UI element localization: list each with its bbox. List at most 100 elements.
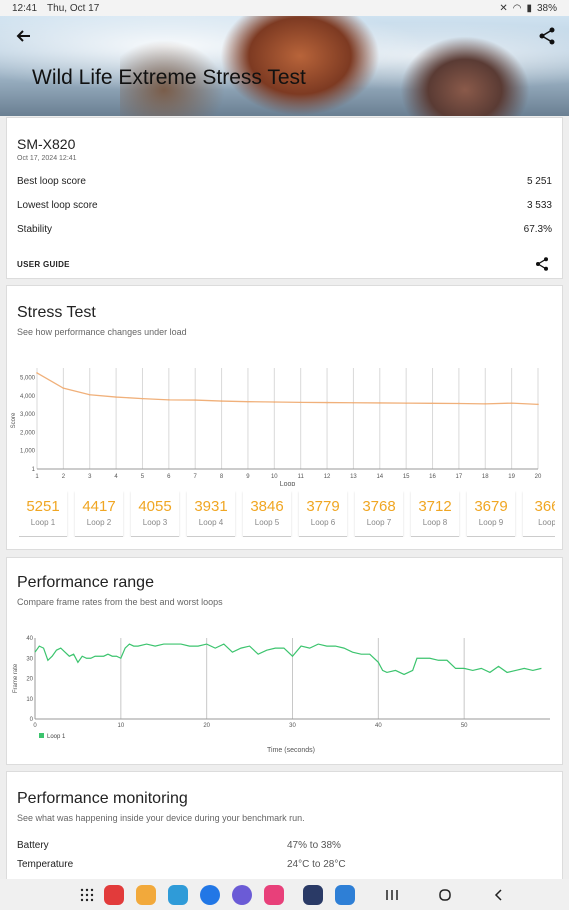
messages-app-icon[interactable]	[200, 885, 220, 905]
stat-value: 3 533	[526, 200, 552, 211]
loop-score-strip[interactable]: 5251 Loop 1 4417 Loop 2 4055 Loop 3 3931 Loo…	[19, 491, 555, 537]
loop-label: Loop 7	[366, 518, 392, 527]
stat-row-best: Best loop score 5 251	[17, 176, 552, 187]
monitor-row-temperature: Temperature 24°C to 28°C	[17, 859, 557, 870]
loop-card[interactable]: 5251 Loop 1	[19, 491, 67, 537]
run-date: Oct 17, 2024 12:41	[17, 155, 77, 162]
camera-app-icon[interactable]	[264, 885, 284, 905]
stress-score-chart: 1 2 3 4 5 6 7 8 9 10 11 12 13 14 15 16 17 18 19 2011,0002,0…	[11, 368, 542, 486]
x-tick-label: 20	[203, 723, 210, 729]
x-tick-label: 13	[350, 474, 357, 480]
home-icon[interactable]	[436, 886, 454, 904]
x-tick-label: 2	[62, 474, 66, 480]
monitor-label: Battery	[17, 840, 49, 851]
hero-art-left	[120, 36, 230, 116]
score-point	[352, 401, 355, 404]
recent-apps-icon[interactable]	[383, 886, 401, 904]
x-tick-label: 20	[535, 474, 542, 480]
section-title: Performance range	[17, 574, 154, 591]
stress-test-card: Stress Test See how performance changes …	[6, 285, 563, 550]
score-point	[299, 401, 302, 404]
x-tick-label: 5	[141, 474, 145, 480]
performance-range-card: Performance range Compare frame rates fr…	[6, 557, 563, 765]
device-model: SM-X820	[17, 136, 76, 152]
loop-label: Loop 1	[30, 518, 56, 527]
y-tick-label: 0	[30, 717, 34, 723]
internet-app-icon[interactable]	[232, 885, 252, 905]
benchmark-app-icon[interactable]	[335, 885, 355, 905]
y-tick-label: 1,000	[20, 449, 36, 455]
loop-score: 366	[534, 498, 555, 515]
loop-score: 3679	[474, 498, 508, 515]
score-point	[168, 399, 170, 401]
y-tick-label: 1	[32, 467, 36, 473]
monitor-value: 24°C to 28°C	[287, 859, 346, 870]
score-point	[115, 396, 117, 398]
x-tick-label: 12	[324, 474, 331, 480]
snowflake-app-icon[interactable]	[303, 885, 323, 905]
battery-icon: ▮	[526, 2, 532, 14]
loop-card[interactable]: 3679 Loop 9	[467, 491, 515, 537]
y-axis-label: Frame rate	[13, 663, 19, 693]
x-tick-label: 11	[298, 474, 305, 480]
y-tick-label: 30	[26, 656, 33, 662]
x-axis-label: Loop	[280, 481, 296, 486]
section-subtitle: See how performance changes under load	[17, 327, 187, 337]
flipboard-app-icon[interactable]	[104, 885, 124, 905]
loop-label: Loop 8	[422, 518, 448, 527]
page-title: Wild Life Extreme Stress Test	[32, 66, 306, 89]
frame-rate-chart: 0 10 20 30 40 50 0 10 20 30 40 Frame rate Time (seco…	[13, 636, 550, 754]
loop-score: 4417	[82, 498, 116, 515]
monitor-row-battery: Battery 47% to 38%	[17, 840, 557, 851]
x-tick-label: 1	[35, 474, 39, 480]
back-arrow-icon[interactable]	[14, 26, 34, 46]
loop-card[interactable]: 3768 Loop 7	[355, 491, 403, 537]
performance-monitoring-card: Performance monitoring See what was happ…	[6, 771, 563, 881]
y-tick-label: 2,000	[20, 430, 36, 436]
x-tick-label: 10	[271, 474, 278, 480]
hero-art-right	[400, 36, 530, 116]
system-taskbar	[0, 879, 569, 910]
y-tick-label: 5,000	[20, 375, 36, 381]
stat-label: Best loop score	[17, 176, 86, 187]
score-point	[431, 402, 434, 405]
score-point	[36, 372, 38, 374]
status-time: 12:41	[12, 2, 38, 14]
stat-value: 5 251	[526, 176, 552, 187]
y-tick-label: 10	[26, 697, 33, 703]
x-axis-label: Time (seconds)	[267, 747, 315, 754]
x-tick-label: 0	[33, 723, 37, 729]
monitor-value: 47% to 38%	[287, 840, 341, 851]
back-nav-icon[interactable]	[490, 886, 508, 904]
loop-label: Loop 2	[86, 518, 112, 527]
share-icon[interactable]	[537, 26, 557, 46]
x-tick-label: 19	[508, 474, 515, 480]
loop-score: 3931	[194, 498, 228, 515]
x-tick-label: 50	[461, 723, 468, 729]
legend-swatch	[39, 733, 44, 738]
user-guide-link[interactable]: USER GUIDE	[17, 260, 70, 269]
section-subtitle: See what was happening inside your devic…	[17, 813, 305, 823]
score-point	[510, 402, 513, 404]
loop-card[interactable]: 3846 Loop 5	[243, 491, 291, 537]
hero-banner: Wild Life Extreme Stress Test	[0, 16, 569, 116]
y-tick-label: 20	[26, 677, 33, 683]
score-point	[62, 387, 65, 389]
loop-card[interactable]: 3779 Loop 6	[299, 491, 347, 537]
loop-card[interactable]: 4417 Loop 2	[75, 491, 123, 537]
score-point	[458, 402, 460, 405]
loop-card[interactable]: 366 Loop	[523, 491, 555, 537]
frame-rate-line	[34, 643, 542, 676]
share-icon[interactable]	[534, 256, 550, 272]
score-point	[273, 401, 276, 403]
section-subtitle: Compare frame rates from the best and wo…	[17, 597, 223, 607]
loop-card[interactable]: 3931 Loop 4	[187, 491, 235, 537]
files-app-icon[interactable]	[136, 885, 156, 905]
calendar-app-icon[interactable]	[168, 885, 188, 905]
app-drawer-icon[interactable]	[78, 886, 96, 904]
loop-card[interactable]: 3712 Loop 8	[411, 491, 459, 537]
stat-row-lowest: Lowest loop score 3 533	[17, 200, 552, 211]
x-tick-label: 3	[88, 474, 92, 480]
loop-label: Loop 6	[310, 518, 336, 527]
loop-card[interactable]: 4055 Loop 3	[131, 491, 179, 537]
